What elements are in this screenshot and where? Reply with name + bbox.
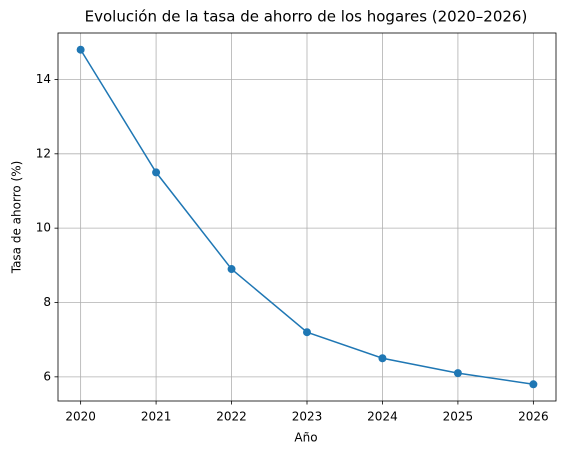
x-tick-label: 2024: [367, 410, 398, 424]
point: [76, 45, 85, 54]
point: [529, 380, 538, 389]
point: [227, 265, 236, 274]
x-tick-label: 2022: [216, 410, 247, 424]
x-tick-label: 2020: [65, 410, 96, 424]
x-tick-label: 2023: [292, 410, 323, 424]
y-tick-label: 8: [43, 295, 51, 309]
x-tick-label: 2025: [443, 410, 474, 424]
point: [378, 354, 387, 363]
y-tick-label: 14: [36, 72, 51, 86]
chart-title: Evolución de la tasa de ahorro de los ho…: [85, 8, 528, 26]
y-tick-label: 6: [43, 369, 51, 383]
y-tick-label: 10: [36, 221, 51, 235]
point: [303, 328, 311, 337]
x-tick-label: 2026: [518, 410, 549, 424]
y-tick-label: 12: [36, 146, 51, 160]
x-axis-label: Año: [294, 431, 317, 445]
point: [453, 369, 462, 378]
plot-frame: [57, 32, 557, 402]
y-axis-label: Tasa de ahorro (%): [10, 161, 24, 275]
point: [152, 168, 161, 177]
x-tick-label: 2021: [141, 410, 172, 424]
